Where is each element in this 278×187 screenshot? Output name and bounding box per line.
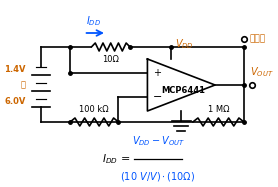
Text: MCP6441: MCP6441 [161, 85, 205, 94]
Text: 1 MΩ: 1 MΩ [208, 105, 229, 114]
Text: −: − [152, 92, 162, 102]
Text: +: + [153, 68, 161, 78]
Text: =: = [121, 154, 130, 164]
Text: $I_{DD}$: $I_{DD}$ [86, 14, 101, 28]
Text: 至: 至 [21, 80, 26, 90]
Text: 1.4V: 1.4V [4, 65, 26, 73]
Text: $V_{DD}$: $V_{DD}$ [175, 37, 194, 51]
Text: 100 kΩ: 100 kΩ [80, 105, 109, 114]
Text: $V_{OUT}$: $V_{OUT}$ [250, 65, 274, 79]
Text: $I_{DD}$: $I_{DD}$ [101, 152, 118, 166]
Text: $V_{DD}-V_{OUT}$: $V_{DD}-V_{OUT}$ [131, 134, 185, 148]
Text: 10Ω: 10Ω [102, 55, 119, 64]
Text: 至负载: 至负载 [250, 34, 266, 44]
Text: $(10\ V/V)\cdot(10\Omega)$: $(10\ V/V)\cdot(10\Omega)$ [120, 170, 196, 183]
Text: 6.0V: 6.0V [4, 96, 26, 105]
